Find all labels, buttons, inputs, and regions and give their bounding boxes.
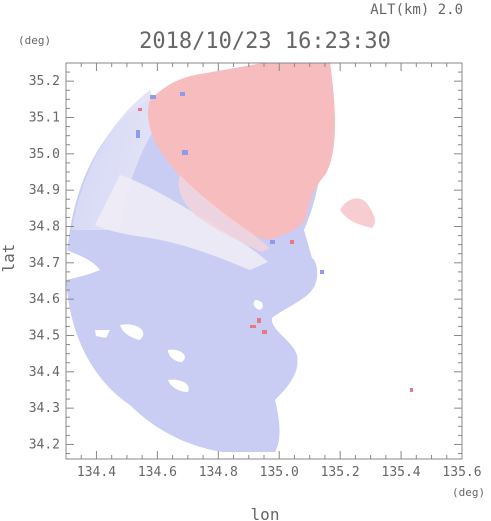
y-tick-label: 34.5 [29,328,60,343]
light-band [72,90,160,230]
y-axis-label: lat [0,244,18,273]
blue-speckles [136,92,324,274]
x-tick-label: 135.4 [382,465,421,480]
x-tick-label: 135.2 [321,465,360,480]
y-tick-label: 35.2 [29,74,60,89]
y-tick-label: 34.9 [29,183,60,198]
y-tick-label: 34.3 [29,401,60,416]
x-tick-label: 134.4 [77,465,116,480]
red-speckles [138,108,413,392]
x-tick-label: 135.6 [442,465,481,480]
x-tick-label: 134.8 [199,465,238,480]
chart-subtitle: ALT(km) 2.0 [370,2,463,18]
axis-ticks: 134.4 134.6 134.8 135.0 135.2 135.4 135.6 34.2 3… [29,62,482,480]
y-unit-label: (deg) [18,34,51,47]
positive-fade [178,175,270,252]
neutral-band [95,175,268,270]
y-tick-label: 34.7 [29,256,60,271]
chart-title: 2018/10/23 16:23:30 [139,29,391,54]
data-gaps [66,250,263,392]
y-tick-label: 34.6 [29,292,60,307]
x-tick-label: 134.6 [138,465,177,480]
y-tick-label: 34.4 [29,365,60,380]
x-unit-label: (deg) [452,486,485,499]
y-tick-label: 34.8 [29,219,60,234]
positive-region [148,63,335,240]
x-axis-label: lon [251,505,280,521]
y-tick-label: 34.2 [29,437,60,452]
y-tick-label: 35.0 [29,147,60,162]
east-patch [340,198,375,228]
y-tick-label: 35.1 [29,110,60,125]
x-tick-label: 135.0 [260,465,299,480]
radar-field [66,63,413,452]
